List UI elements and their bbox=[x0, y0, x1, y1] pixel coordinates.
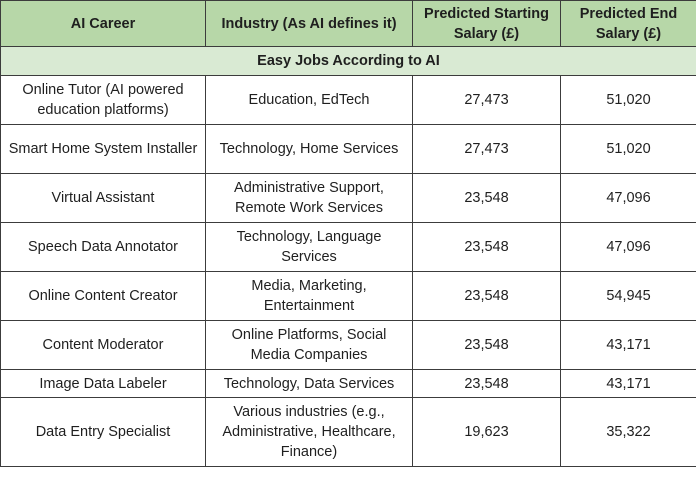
industry-cell: Technology, Data Services bbox=[205, 369, 413, 398]
table-row: Virtual Assistant Administrative Support… bbox=[0, 173, 696, 223]
end-salary-cell: 51,020 bbox=[560, 75, 696, 125]
start-salary-cell: 23,548 bbox=[412, 173, 561, 223]
header-ai-career: AI Career bbox=[0, 0, 206, 47]
career-cell: Content Moderator bbox=[0, 320, 206, 370]
table-row: Online Tutor (AI powered education platf… bbox=[0, 75, 696, 125]
start-salary-cell: 23,548 bbox=[412, 271, 561, 321]
end-salary-cell: 35,322 bbox=[560, 397, 696, 467]
section-title: Easy Jobs According to AI bbox=[0, 46, 696, 76]
table-row: Smart Home System Installer Technology, … bbox=[0, 124, 696, 174]
header-end-salary: Predicted End Salary (£) bbox=[560, 0, 696, 47]
industry-cell: Various industries (e.g., Administrative… bbox=[205, 397, 413, 467]
career-cell: Online Content Creator bbox=[0, 271, 206, 321]
table-row: Speech Data Annotator Technology, Langua… bbox=[0, 222, 696, 272]
start-salary-cell: 27,473 bbox=[412, 75, 561, 125]
header-industry: Industry (As AI defines it) bbox=[205, 0, 413, 47]
industry-cell: Technology, Home Services bbox=[205, 124, 413, 174]
career-cell: Smart Home System Installer bbox=[0, 124, 206, 174]
start-salary-cell: 19,623 bbox=[412, 397, 561, 467]
industry-cell: Technology, Language Services bbox=[205, 222, 413, 272]
end-salary-cell: 51,020 bbox=[560, 124, 696, 174]
header-starting-salary: Predicted Starting Salary (£) bbox=[412, 0, 561, 47]
table-row: Image Data Labeler Technology, Data Serv… bbox=[0, 369, 696, 398]
start-salary-cell: 23,548 bbox=[412, 320, 561, 370]
end-salary-cell: 54,945 bbox=[560, 271, 696, 321]
table-row: Data Entry Specialist Various industries… bbox=[0, 397, 696, 467]
start-salary-cell: 27,473 bbox=[412, 124, 561, 174]
table-row: Online Content Creator Media, Marketing,… bbox=[0, 271, 696, 321]
start-salary-cell: 23,548 bbox=[412, 369, 561, 398]
header-row: AI Career Industry (As AI defines it) Pr… bbox=[0, 0, 696, 47]
end-salary-cell: 47,096 bbox=[560, 173, 696, 223]
industry-cell: Education, EdTech bbox=[205, 75, 413, 125]
industry-cell: Media, Marketing, Entertainment bbox=[205, 271, 413, 321]
career-cell: Image Data Labeler bbox=[0, 369, 206, 398]
end-salary-cell: 43,171 bbox=[560, 369, 696, 398]
career-cell: Online Tutor (AI powered education platf… bbox=[0, 75, 206, 125]
industry-cell: Online Platforms, Social Media Companies bbox=[205, 320, 413, 370]
career-cell: Virtual Assistant bbox=[0, 173, 206, 223]
table-row: Content Moderator Online Platforms, Soci… bbox=[0, 320, 696, 370]
end-salary-cell: 47,096 bbox=[560, 222, 696, 272]
industry-cell: Administrative Support, Remote Work Serv… bbox=[205, 173, 413, 223]
career-cell: Speech Data Annotator bbox=[0, 222, 206, 272]
section-row: Easy Jobs According to AI bbox=[0, 46, 696, 76]
career-cell: Data Entry Specialist bbox=[0, 397, 206, 467]
salary-table: AI Career Industry (As AI defines it) Pr… bbox=[0, 0, 696, 467]
end-salary-cell: 43,171 bbox=[560, 320, 696, 370]
start-salary-cell: 23,548 bbox=[412, 222, 561, 272]
